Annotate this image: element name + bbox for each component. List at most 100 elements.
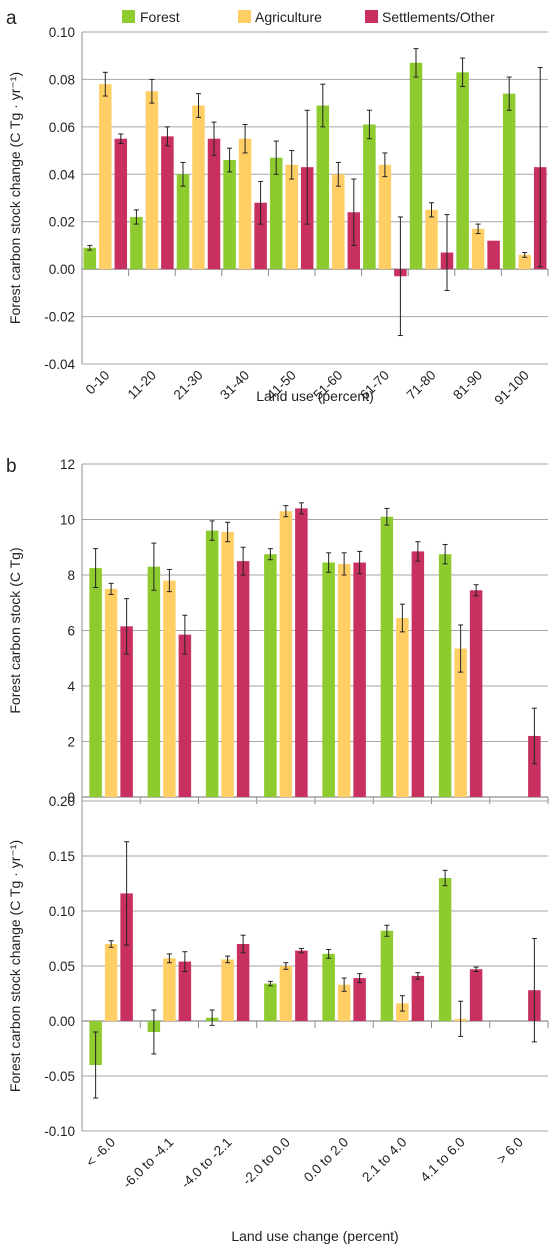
bar-forest-4-0-to-2-1 (205, 530, 219, 797)
x-tick-label: 21-30 (171, 368, 206, 403)
y-tick-label: 0.02 (49, 215, 75, 230)
bar-forest-2-0-to-0-0 (264, 983, 277, 1021)
bar-settlements-other-6-0-to-4-1 (178, 961, 192, 1021)
legend-swatch-forest (122, 10, 135, 23)
x-tick-label: 11-20 (125, 368, 159, 402)
bar-settlements-other-6-0 (120, 626, 133, 797)
y-tick-label: 0.10 (49, 904, 75, 919)
y-tick-label: -0.04 (44, 357, 75, 372)
bar-agriculture-6-0-to-4-1 (163, 580, 176, 797)
bar-forest-4-1-to-6-0 (438, 878, 452, 1021)
bar-agriculture-4-1-to-6-0 (454, 648, 467, 797)
x-tick-label: 31-40 (217, 368, 252, 403)
x-tick-label: -2.0 to 0.0 (239, 1135, 293, 1189)
bar-settlements-other-81-90 (487, 240, 500, 270)
bar-agriculture-11-20 (145, 91, 159, 270)
x-tick-label: -6.0 to -4.1 (120, 1135, 177, 1192)
x-tick-label: 0.0 to 2.0 (301, 1135, 351, 1185)
legend: Forest Agriculture Settlements/Other (122, 9, 495, 25)
bar-agriculture-51-60 (332, 174, 345, 270)
bar-settlements-other-4-1-to-6-0 (469, 590, 483, 797)
chart-panel-a: -0.04 -0.02 0.00 0.02 0.04 0.06 0.08 0.10 0-10 11… (7, 25, 549, 408)
bar-agriculture-2-1-to-4-0 (396, 1003, 409, 1021)
chart-panel-b-top: 0 2 4 6 8 10 12 Forest carbon stock (C Tg) (7, 457, 549, 805)
y-tick-label: 0.04 (49, 167, 76, 182)
y-tick-label: 0.00 (49, 1014, 75, 1029)
x-tick-label: < -6.0 (83, 1135, 118, 1170)
y-tick-label: 4 (67, 679, 75, 694)
bar-forest-6-0 (89, 568, 102, 797)
y-axis-title: Forest carbon stock (C Tg) (7, 547, 23, 713)
bar-forest-0-0-to-2-0 (322, 953, 335, 1021)
bar-settlements-other-0-0-to-2-0 (353, 562, 366, 797)
bar-settlements-other-11-20 (161, 136, 174, 270)
bar-forest-31-40 (223, 160, 236, 270)
bar-agriculture-41-50 (285, 164, 298, 270)
legend-label-forest: Forest (140, 9, 180, 25)
legend-swatch-settlements-other (365, 10, 378, 23)
y-tick-label: 0.00 (49, 262, 75, 277)
y-tick-label: 8 (67, 568, 75, 583)
bar-agriculture-2-0-to-0-0 (279, 511, 293, 797)
bar-settlements-other-4-1-to-6-0 (469, 969, 483, 1021)
y-tick-label: 0.06 (49, 120, 75, 135)
bar-forest-6-0-to-4-1 (147, 566, 161, 797)
bar-forest-71-80 (409, 62, 423, 270)
bar-forest-51-60 (316, 105, 330, 270)
bar-settlements-other-0-0-to-2-0 (353, 978, 366, 1021)
y-axis-title: Forest carbon stock change (C Tg · yr⁻¹) (7, 840, 23, 1092)
bar-agriculture-71-80 (425, 209, 438, 270)
x-tick-label: 4.1 to 6.0 (417, 1135, 467, 1185)
y-tick-label: 2 (67, 735, 75, 750)
bar-settlements-other-6-0 (528, 735, 541, 797)
x-axis-title: Land use change (percent) (231, 1228, 398, 1244)
bar-settlements-other-2-1-to-4-0 (411, 551, 425, 797)
bar-agriculture-31-40 (238, 138, 252, 270)
x-tick-label: 91-100 (491, 368, 531, 408)
x-tick-label: -4.0 to -2.1 (178, 1135, 235, 1192)
bar-agriculture-4-0-to-2-1 (221, 531, 234, 797)
bar-agriculture-61-70 (378, 164, 392, 270)
bar-agriculture-91-100 (518, 254, 531, 270)
bar-settlements-other-2-0-to-0-0 (295, 950, 308, 1021)
y-tick-label: 0 (67, 790, 75, 805)
y-tick-label: 0.20 (49, 794, 75, 809)
bar-agriculture-81-90 (471, 228, 485, 270)
bar-agriculture-0-0-to-2-0 (337, 984, 351, 1021)
bar-agriculture-6-0-to-4-1 (163, 958, 176, 1021)
y-tick-label: 0.05 (49, 959, 75, 974)
panel-label-a: a (6, 8, 17, 29)
legend-label-agriculture: Agriculture (255, 9, 322, 25)
bar-forest-2-1-to-4-0 (380, 516, 394, 797)
y-tick-label: 12 (60, 457, 75, 472)
bar-agriculture-2-1-to-4-0 (396, 618, 409, 797)
y-axis-title: Forest carbon stock change (C Tg · yr⁻¹) (7, 72, 23, 324)
chart-panel-b-bottom: -0.10 -0.05 0.00 0.05 0.10 0.15 0.20 < -6.0 -6.0… (7, 794, 549, 1244)
x-tick-label: 2.1 to 4.0 (359, 1135, 409, 1185)
legend-label-settlements-other: Settlements/Other (382, 9, 495, 25)
bar-agriculture-4-0-to-2-1 (221, 959, 234, 1021)
panel-label-b: b (6, 456, 17, 477)
bar-agriculture-0-10 (99, 84, 112, 270)
bar-forest-41-50 (269, 157, 283, 270)
y-tick-label: 10 (60, 513, 75, 528)
x-tick-label: 71-80 (404, 368, 439, 403)
x-tick-label: 0-10 (83, 368, 113, 398)
bar-settlements-other-4-0-to-2-1 (236, 561, 250, 797)
bar-agriculture-6-0 (104, 588, 118, 797)
bar-forest-2-1-to-4-0 (380, 930, 394, 1021)
bar-forest-61-70 (363, 124, 376, 270)
y-tick-label: 0.15 (49, 849, 75, 864)
y-tick-label: 6 (67, 624, 75, 639)
bar-agriculture-2-0-to-0-0 (279, 966, 293, 1021)
x-tick-label: > 6.0 (494, 1135, 526, 1167)
bar-settlements-other-21-30 (207, 138, 221, 270)
bar-forest-0-0-to-2-0 (322, 562, 335, 797)
bar-agriculture-6-0 (104, 944, 118, 1021)
bar-forest-11-20 (130, 216, 143, 270)
bar-forest-21-30 (176, 174, 190, 270)
bar-settlements-other-6-0-to-4-1 (178, 634, 192, 797)
bar-forest-81-90 (456, 72, 469, 270)
bar-settlements-other-31-40 (254, 202, 267, 270)
y-tick-label: -0.10 (44, 1124, 75, 1139)
